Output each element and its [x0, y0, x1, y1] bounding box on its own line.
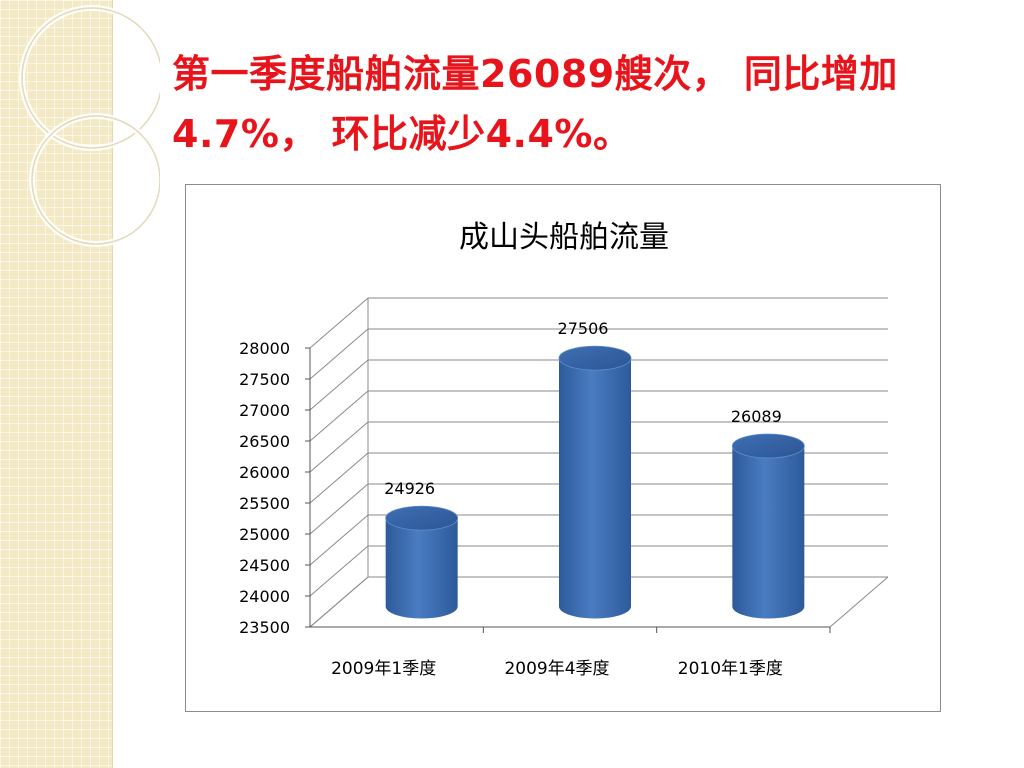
x-tick-label: 2010年1季度 [678, 659, 783, 679]
slide-title: 第一季度船舶流量26089艘次， 同比增加4.7%， 环比减少4.4%。 [172, 52, 898, 156]
y-tick-label: 24000 [239, 587, 290, 606]
data-label: 26089 [731, 407, 782, 426]
bar-1 [385, 518, 458, 619]
side-wall-gridline [309, 421, 369, 473]
y-tick-label: 23500 [239, 618, 290, 637]
y-tick-label: 27500 [239, 370, 290, 389]
bar-cap [385, 505, 459, 531]
chart-title: 成山头船舶流量 [459, 220, 669, 255]
y-tick-label: 25500 [239, 494, 290, 513]
x-tick-label: 2009年1季度 [331, 659, 436, 679]
y-tick-label: 26500 [239, 432, 290, 451]
data-label: 24926 [384, 479, 435, 498]
x-tick-label: 2009年4季度 [504, 659, 609, 679]
y-tick-label: 24500 [239, 556, 290, 575]
y-tick-label: 28000 [239, 339, 290, 358]
floor-edge-right [829, 576, 889, 628]
y-tick-label: 25000 [239, 525, 290, 544]
decorative-rings [19, 5, 160, 247]
side-wall-gridline [309, 359, 369, 411]
side-wall-gridline [309, 328, 369, 380]
side-wall-gridline [309, 545, 369, 597]
side-wall-gridline [309, 514, 369, 566]
side-wall-gridline [309, 297, 369, 349]
bar-cap [558, 345, 632, 371]
side-wall-gridline [309, 390, 369, 442]
bar-cap [731, 433, 805, 459]
side-wall-gridline [309, 483, 369, 535]
floor-edge-left [309, 576, 369, 628]
y-tick-label: 26000 [239, 463, 290, 482]
y-tick-label: 27000 [239, 401, 290, 420]
bar-3 [732, 445, 805, 619]
data-label: 27506 [558, 319, 609, 338]
bar-2 [559, 358, 631, 619]
side-wall-gridline [309, 452, 369, 504]
